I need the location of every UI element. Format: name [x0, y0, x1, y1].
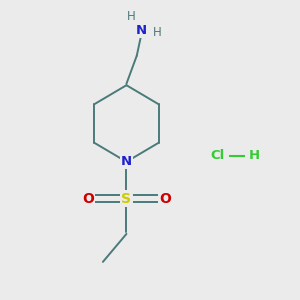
Text: H: H — [249, 149, 260, 162]
Text: O: O — [159, 192, 171, 206]
Text: S: S — [122, 192, 131, 206]
Text: Cl: Cl — [211, 149, 225, 162]
Text: H: H — [127, 10, 135, 22]
Text: N: N — [121, 155, 132, 168]
Text: O: O — [82, 192, 94, 206]
Text: N: N — [136, 24, 147, 37]
Text: H: H — [153, 26, 162, 39]
